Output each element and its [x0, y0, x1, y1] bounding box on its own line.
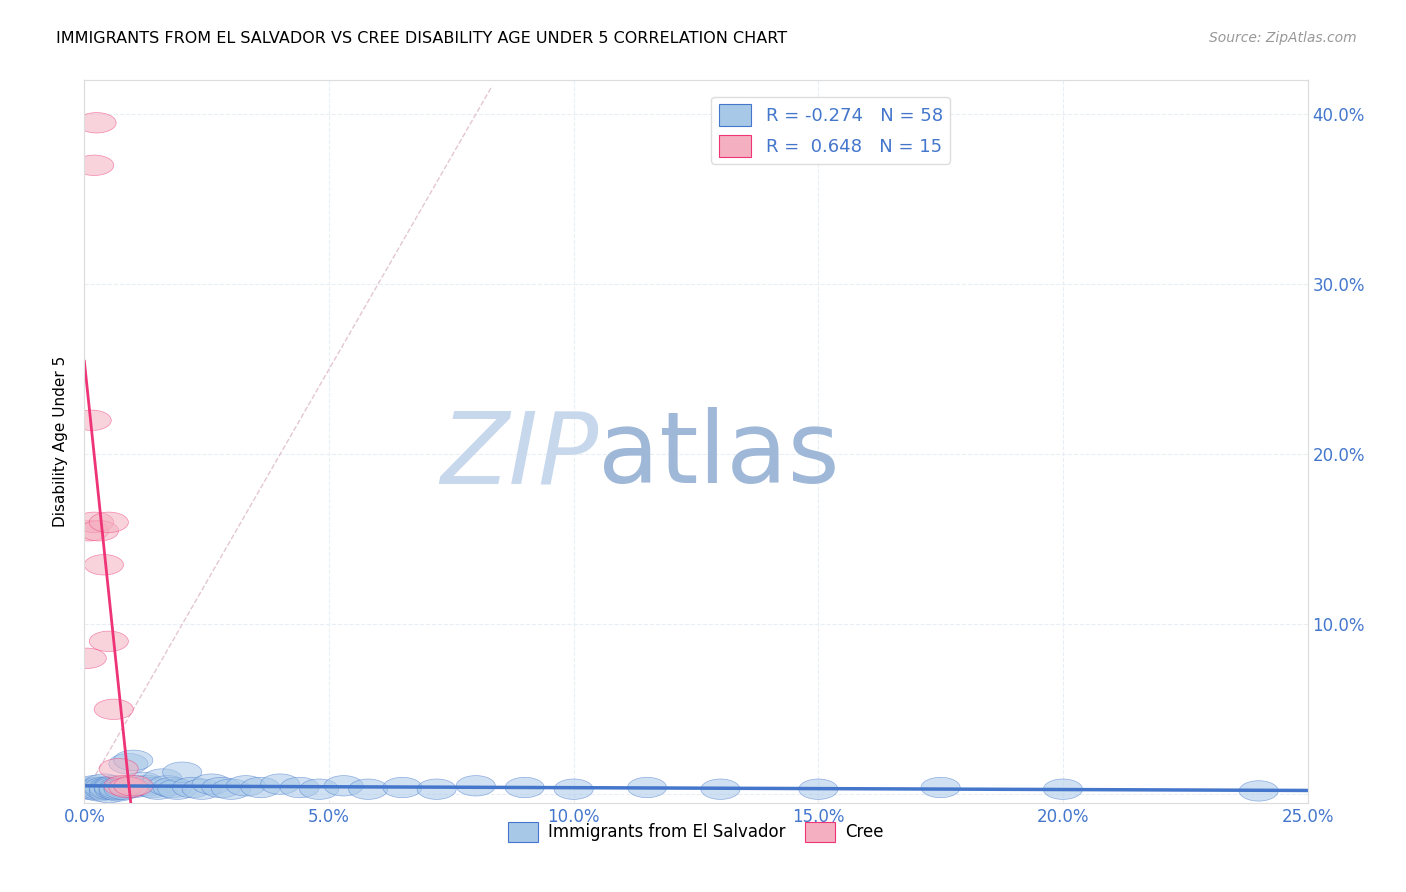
Ellipse shape — [134, 777, 173, 797]
Ellipse shape — [418, 779, 456, 799]
Ellipse shape — [98, 758, 138, 779]
Ellipse shape — [157, 779, 197, 799]
Ellipse shape — [1043, 779, 1083, 799]
Ellipse shape — [108, 776, 148, 796]
Ellipse shape — [260, 774, 299, 794]
Ellipse shape — [98, 780, 138, 801]
Ellipse shape — [325, 776, 363, 796]
Ellipse shape — [138, 779, 177, 799]
Ellipse shape — [84, 779, 124, 799]
Ellipse shape — [89, 782, 128, 803]
Ellipse shape — [299, 779, 339, 799]
Ellipse shape — [124, 772, 163, 793]
Ellipse shape — [118, 776, 157, 796]
Ellipse shape — [89, 777, 128, 797]
Ellipse shape — [163, 762, 202, 782]
Ellipse shape — [280, 777, 319, 797]
Ellipse shape — [114, 750, 153, 771]
Ellipse shape — [75, 779, 114, 799]
Legend: Immigrants from El Salvador, Cree: Immigrants from El Salvador, Cree — [502, 815, 890, 848]
Ellipse shape — [456, 776, 495, 796]
Ellipse shape — [193, 774, 231, 794]
Ellipse shape — [75, 155, 114, 176]
Ellipse shape — [627, 777, 666, 797]
Ellipse shape — [104, 779, 143, 799]
Ellipse shape — [70, 777, 108, 797]
Ellipse shape — [202, 777, 240, 797]
Ellipse shape — [1239, 780, 1278, 801]
Ellipse shape — [799, 779, 838, 799]
Ellipse shape — [67, 648, 107, 668]
Ellipse shape — [108, 754, 148, 774]
Ellipse shape — [240, 777, 280, 797]
Ellipse shape — [554, 779, 593, 799]
Ellipse shape — [143, 769, 183, 789]
Ellipse shape — [104, 776, 143, 796]
Text: IMMIGRANTS FROM EL SALVADOR VS CREE DISABILITY AGE UNDER 5 CORRELATION CHART: IMMIGRANTS FROM EL SALVADOR VS CREE DISA… — [56, 31, 787, 46]
Ellipse shape — [70, 521, 108, 541]
Ellipse shape — [211, 779, 250, 799]
Ellipse shape — [128, 776, 167, 796]
Text: Source: ZipAtlas.com: Source: ZipAtlas.com — [1209, 31, 1357, 45]
Ellipse shape — [80, 521, 118, 541]
Ellipse shape — [104, 777, 143, 797]
Ellipse shape — [84, 777, 124, 797]
Ellipse shape — [80, 777, 118, 797]
Ellipse shape — [94, 699, 134, 720]
Ellipse shape — [94, 777, 134, 797]
Ellipse shape — [84, 774, 124, 794]
Y-axis label: Disability Age Under 5: Disability Age Under 5 — [53, 356, 69, 527]
Ellipse shape — [114, 777, 153, 797]
Ellipse shape — [98, 779, 138, 799]
Ellipse shape — [183, 779, 221, 799]
Ellipse shape — [89, 512, 128, 533]
Text: atlas: atlas — [598, 408, 839, 505]
Ellipse shape — [148, 776, 187, 796]
Ellipse shape — [153, 777, 193, 797]
Ellipse shape — [89, 779, 128, 799]
Ellipse shape — [505, 777, 544, 797]
Ellipse shape — [80, 779, 118, 799]
Ellipse shape — [173, 777, 211, 797]
Ellipse shape — [77, 112, 117, 133]
Text: ZIP: ZIP — [440, 408, 598, 505]
Ellipse shape — [98, 777, 138, 797]
Ellipse shape — [80, 780, 118, 801]
Ellipse shape — [94, 779, 134, 799]
Ellipse shape — [94, 776, 134, 796]
Ellipse shape — [921, 777, 960, 797]
Ellipse shape — [75, 776, 114, 796]
Ellipse shape — [70, 779, 108, 799]
Ellipse shape — [75, 512, 114, 533]
Ellipse shape — [349, 779, 388, 799]
Ellipse shape — [89, 632, 128, 651]
Ellipse shape — [700, 779, 740, 799]
Ellipse shape — [382, 777, 422, 797]
Ellipse shape — [108, 777, 148, 797]
Ellipse shape — [72, 410, 111, 431]
Ellipse shape — [84, 555, 124, 575]
Ellipse shape — [114, 776, 153, 796]
Ellipse shape — [226, 776, 266, 796]
